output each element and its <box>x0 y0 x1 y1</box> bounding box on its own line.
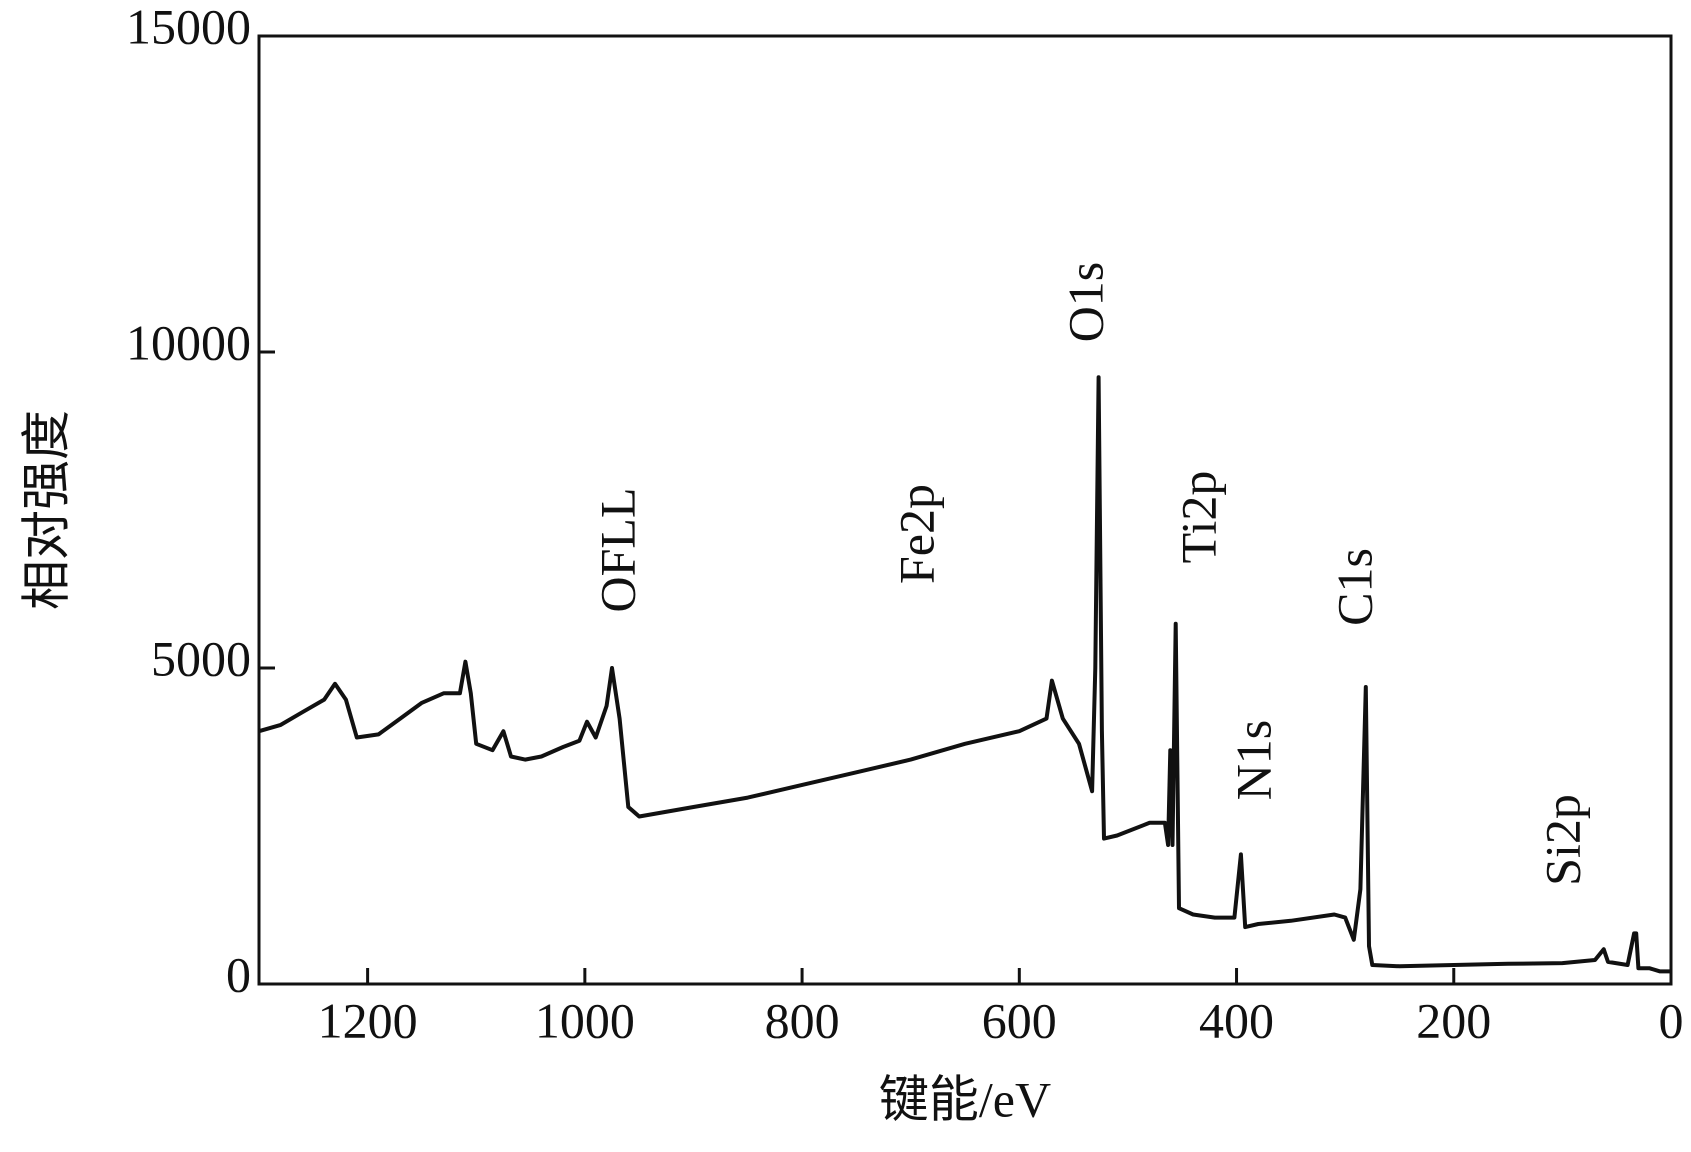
x-tick-label: 1200 <box>318 992 418 1048</box>
peak-label: C1s <box>1326 548 1382 626</box>
peak-label: N1s <box>1225 720 1281 801</box>
peak-label: Ti2p <box>1170 471 1226 564</box>
y-tick-label: 0 <box>226 946 251 1002</box>
x-tick-label: 400 <box>1199 992 1274 1048</box>
y-axis-label: 相对强度 <box>18 410 74 610</box>
x-tick-label: 0 <box>1659 992 1684 1048</box>
peak-label: O1s <box>1057 262 1113 343</box>
spectrum-line <box>258 375 1671 974</box>
x-tick-label: 600 <box>982 992 1057 1048</box>
peak-label: Fe2p <box>888 484 944 584</box>
y-tick-label: 10000 <box>126 314 251 370</box>
x-tick-label: 800 <box>765 992 840 1048</box>
x-tick-label: 1000 <box>535 992 635 1048</box>
peak-label: OFLL <box>589 488 645 613</box>
y-tick-label: 5000 <box>151 630 251 686</box>
plot-frame <box>257 34 1673 986</box>
peak-label: Si2p <box>1534 794 1590 886</box>
y-tick-label: 15000 <box>126 0 251 54</box>
x-axis-label: 键能/eV <box>879 1071 1051 1127</box>
x-tick-label: 200 <box>1416 992 1491 1048</box>
